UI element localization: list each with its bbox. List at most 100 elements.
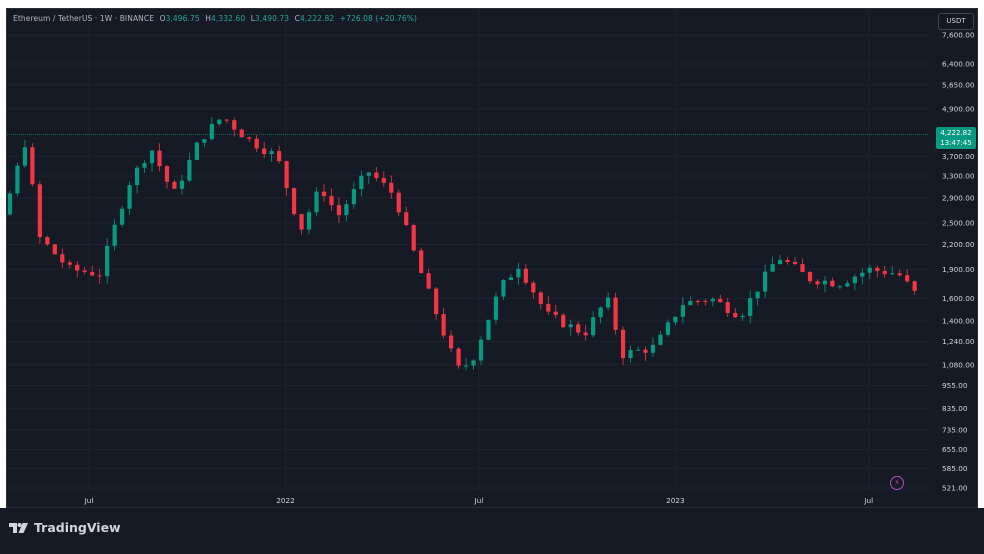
- currency-selector-button[interactable]: USDT: [938, 13, 974, 30]
- candle-body: [501, 280, 506, 297]
- candle-body: [748, 298, 753, 316]
- candle-body: [366, 172, 371, 176]
- candle-body: [456, 348, 461, 366]
- candle-body: [658, 334, 663, 345]
- price-tick-label: 835.00: [942, 404, 968, 413]
- price-tick-label: 1,400.00: [942, 316, 975, 325]
- candle-body: [591, 317, 596, 336]
- candle-body: [516, 268, 521, 278]
- candle-body: [905, 275, 910, 282]
- candle-body: [52, 244, 57, 255]
- legend-low-label: L: [250, 14, 255, 23]
- candle-body: [344, 204, 349, 216]
- candle-body: [568, 324, 573, 328]
- legend-high-label: H: [205, 14, 212, 23]
- candle-body: [613, 297, 618, 330]
- candle-body: [45, 237, 50, 245]
- candle-body: [426, 273, 431, 289]
- legend-close-value: 4,222.82: [300, 14, 335, 23]
- candle-body: [852, 276, 857, 284]
- candle-body: [149, 150, 155, 164]
- candle-body: [882, 270, 887, 275]
- price-tick-label: 1,080.00: [942, 360, 975, 369]
- candle-body: [30, 147, 35, 185]
- time-axis[interactable]: Jul2022Jul2023Jul2024Jul2025Jul: [84, 496, 978, 505]
- candle-body: [194, 142, 199, 160]
- candle-body: [277, 151, 282, 162]
- candle-body: [254, 138, 259, 149]
- candle-body: [486, 319, 491, 340]
- price-chart[interactable]: 521.00 585.00 655.00 735.00 835.00 955.00 1,08…: [7, 9, 978, 508]
- bar-countdown: 13:47:45: [940, 139, 972, 147]
- price-tick-label: 735.00: [942, 425, 968, 434]
- candle-body: [262, 148, 267, 155]
- legend-open-value: 3,496.75: [165, 14, 200, 23]
- candle-body: [269, 151, 274, 155]
- legend-low-value: 3,490.73: [254, 14, 290, 23]
- price-tick-label: 2,500.00: [942, 218, 975, 227]
- candle-body: [157, 150, 162, 167]
- candle-body: [785, 259, 790, 262]
- candle-body: [239, 129, 244, 138]
- candle-body: [763, 271, 768, 292]
- candle-body: [419, 250, 424, 274]
- price-tick-label: 7,600.00: [942, 31, 975, 40]
- candle-body: [890, 273, 895, 275]
- candle-body: [306, 212, 312, 230]
- candle-body: [329, 196, 334, 206]
- candle-body: [134, 167, 140, 186]
- legend-symbol: Ethereum / TetherUS · 1W · BINANCE: [13, 14, 155, 23]
- candle-body: [598, 307, 603, 318]
- candle-body: [546, 303, 551, 312]
- candle-body: [710, 298, 715, 302]
- candle-body: [381, 178, 386, 183]
- candle-body: [224, 119, 229, 121]
- candle-body: [105, 245, 110, 277]
- candle-body: [37, 184, 42, 238]
- candle-body: [284, 161, 289, 189]
- candle-body: [680, 305, 685, 317]
- candle-body: [777, 259, 783, 265]
- candle-body: [860, 272, 865, 277]
- candle-body: [112, 224, 117, 246]
- footer-bar: TradingView: [0, 508, 984, 554]
- last-price-value: 4,222.82: [940, 129, 972, 137]
- candle-body: [478, 339, 484, 361]
- candle-body: [314, 191, 319, 213]
- candle-body: [837, 286, 842, 288]
- candle-body: [643, 349, 648, 353]
- candle-body: [583, 332, 588, 336]
- candle-body: [15, 165, 20, 194]
- candle-body: [22, 147, 28, 166]
- candle-body: [755, 291, 760, 299]
- candle-body: [531, 282, 536, 293]
- candle-body: [448, 335, 454, 349]
- price-tick-label: 655.00: [942, 445, 968, 454]
- candle-body: [187, 159, 192, 181]
- candle-body: [75, 264, 80, 271]
- price-tick-label: 521.00: [942, 484, 968, 493]
- candle-body: [321, 191, 327, 197]
- candle-body: [830, 280, 835, 287]
- candle-body: [733, 313, 738, 318]
- candle-body: [463, 365, 469, 367]
- candle-body: [404, 212, 409, 226]
- candle-body: [688, 300, 693, 306]
- price-tick-label: 3,300.00: [942, 172, 975, 181]
- candle-body: [90, 272, 95, 276]
- candle-body: [650, 344, 656, 353]
- lightning-icon[interactable]: ⚡: [890, 476, 904, 490]
- price-tick-label: 4,900.00: [942, 105, 975, 114]
- candle-body: [247, 137, 252, 139]
- price-tick-label: 1,240.00: [942, 337, 975, 346]
- chart-pane[interactable]: 521.00 585.00 655.00 735.00 835.00 955.00 1,08…: [6, 8, 978, 508]
- candle-body: [523, 268, 528, 283]
- candle-body: [770, 264, 775, 272]
- tradingview-logo[interactable]: TradingView: [9, 520, 121, 535]
- last-price-badge: 4,222.82 13:47:45: [936, 127, 976, 149]
- candle-body: [299, 214, 304, 230]
- candle-body: [60, 254, 65, 263]
- price-axis[interactable]: 521.00 585.00 655.00 735.00 835.00 955.00 1,08…: [942, 31, 975, 493]
- grid-lines: [7, 9, 929, 491]
- candle-body: [538, 292, 543, 304]
